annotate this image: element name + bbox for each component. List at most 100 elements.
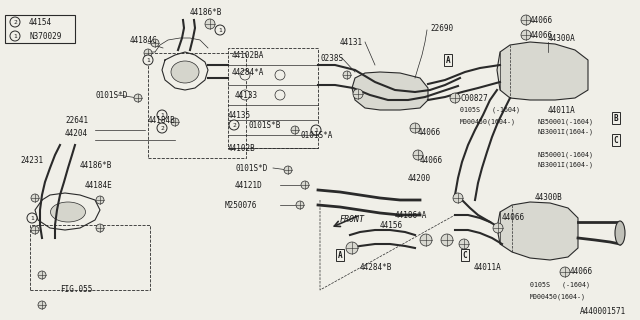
Text: N350001(-1604): N350001(-1604) [537, 152, 593, 158]
Circle shape [413, 150, 423, 160]
Text: 2: 2 [13, 20, 17, 25]
Circle shape [275, 70, 285, 80]
Circle shape [134, 94, 142, 102]
Text: N33001I(1604-): N33001I(1604-) [537, 129, 593, 135]
Text: 22690: 22690 [430, 23, 453, 33]
Circle shape [171, 118, 179, 126]
Bar [30, 225, 150, 290]
Text: 2: 2 [232, 123, 236, 127]
Circle shape [521, 30, 531, 40]
Text: 44186*B: 44186*B [190, 7, 222, 17]
Text: 44066: 44066 [502, 213, 525, 222]
Text: C: C [614, 135, 618, 145]
Ellipse shape [615, 221, 625, 245]
Text: 44066: 44066 [418, 127, 441, 137]
Polygon shape [352, 72, 428, 110]
Text: 0101S*D: 0101S*D [95, 91, 127, 100]
Circle shape [346, 242, 358, 254]
Circle shape [144, 49, 152, 57]
Circle shape [229, 120, 239, 130]
Text: C00827: C00827 [460, 93, 488, 102]
Text: 44135: 44135 [228, 110, 251, 119]
Text: A440001571: A440001571 [580, 308, 627, 316]
Text: 44204: 44204 [65, 129, 88, 138]
Text: 44300A: 44300A [548, 34, 576, 43]
Circle shape [31, 194, 39, 202]
Text: 44066: 44066 [420, 156, 443, 164]
Text: 1: 1 [30, 215, 34, 220]
Circle shape [459, 239, 469, 249]
Text: 1: 1 [218, 28, 222, 33]
Text: 44184C: 44184C [130, 36, 157, 44]
Text: 44121D: 44121D [235, 180, 263, 189]
Text: M000450(1604-): M000450(1604-) [530, 294, 586, 300]
Text: 0105S   (-1604): 0105S (-1604) [530, 282, 590, 288]
Circle shape [10, 17, 20, 27]
Text: 44184E: 44184E [85, 180, 113, 189]
Circle shape [27, 213, 37, 223]
Bar [228, 48, 318, 148]
Text: M000450(1604-): M000450(1604-) [460, 119, 516, 125]
Text: N370029: N370029 [29, 31, 61, 41]
Text: 44184B: 44184B [148, 116, 176, 124]
Circle shape [10, 31, 20, 41]
Circle shape [301, 181, 309, 189]
Ellipse shape [51, 202, 86, 222]
Circle shape [291, 126, 299, 134]
Circle shape [96, 224, 104, 232]
Text: 44156: 44156 [380, 220, 403, 229]
Text: N350001(-1604): N350001(-1604) [537, 119, 593, 125]
Text: A: A [445, 55, 451, 65]
Circle shape [453, 193, 463, 203]
Circle shape [215, 25, 225, 35]
Text: M250076: M250076 [225, 201, 257, 210]
Text: 44186*B: 44186*B [80, 161, 113, 170]
Text: 2: 2 [160, 125, 164, 131]
Text: 1: 1 [314, 127, 318, 132]
Circle shape [31, 226, 39, 234]
Text: 22641: 22641 [65, 116, 88, 124]
Text: 44300B: 44300B [535, 194, 563, 203]
Circle shape [284, 166, 292, 174]
Circle shape [38, 271, 46, 279]
Text: 0238S: 0238S [320, 53, 343, 62]
Text: 44154: 44154 [29, 18, 52, 27]
Text: C: C [463, 251, 467, 260]
Text: 24231: 24231 [20, 156, 43, 164]
Text: 44133: 44133 [235, 91, 258, 100]
Text: FIG.055: FIG.055 [60, 285, 92, 294]
Polygon shape [497, 202, 578, 260]
Circle shape [151, 39, 159, 47]
Text: 44102B: 44102B [228, 143, 256, 153]
Text: B: B [614, 114, 618, 123]
Circle shape [450, 93, 460, 103]
Text: 1: 1 [13, 34, 17, 38]
Circle shape [410, 123, 420, 133]
Text: 0101S*A: 0101S*A [300, 131, 332, 140]
Text: 0105S   (-1604): 0105S (-1604) [460, 107, 520, 113]
Circle shape [157, 123, 167, 133]
Text: 44011A: 44011A [548, 106, 576, 115]
Text: 44066: 44066 [570, 268, 593, 276]
Text: 44066: 44066 [530, 15, 553, 25]
Text: 1: 1 [146, 58, 150, 62]
Circle shape [343, 71, 351, 79]
Circle shape [96, 196, 104, 204]
Circle shape [560, 267, 570, 277]
Circle shape [240, 90, 250, 100]
Text: N33001I(1604-): N33001I(1604-) [537, 162, 593, 168]
Circle shape [143, 55, 153, 65]
Text: 44131: 44131 [340, 37, 363, 46]
Text: 44011A: 44011A [474, 262, 502, 271]
Circle shape [275, 90, 285, 100]
Polygon shape [497, 42, 588, 100]
Text: 44186*A: 44186*A [395, 211, 428, 220]
Circle shape [38, 301, 46, 309]
Text: 44200: 44200 [408, 173, 431, 182]
Text: 1: 1 [160, 113, 164, 117]
Text: 44284*B: 44284*B [360, 263, 392, 273]
Bar [148, 53, 246, 158]
Ellipse shape [171, 61, 199, 83]
Bar [5, 15, 75, 43]
Circle shape [205, 19, 215, 29]
